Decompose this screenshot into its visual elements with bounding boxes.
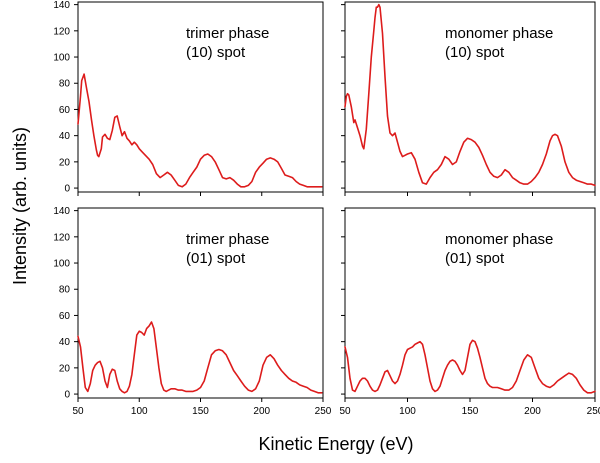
y-tick-label: 0 <box>64 390 70 401</box>
panel-label-line2: (01) spot <box>186 250 246 267</box>
x-tick-label: 50 <box>72 406 84 417</box>
y-tick-label: 20 <box>59 363 71 374</box>
panel-trimer-01: 0 20 40 60 80 100 120 140 50 100 150 200 250 trimer p… <box>53 206 331 417</box>
series-line-monomer-01 <box>344 339 596 394</box>
series-line-monomer-10 <box>344 3 596 187</box>
y-tick-label: 120 <box>53 232 70 243</box>
y-tick-label: 60 <box>59 105 71 116</box>
series-line-trimer-01 <box>77 321 323 394</box>
x-axis-title: Kinetic Energy (eV) <box>258 434 413 454</box>
y-tick-label: 140 <box>53 206 70 217</box>
panel-label-line1: trimer phase <box>186 231 269 248</box>
x-tick-label: 150 <box>192 406 209 417</box>
x-tick-label: 100 <box>399 406 416 417</box>
x-tick-label: 50 <box>339 406 351 417</box>
x-tick-label: 100 <box>131 406 148 417</box>
y-tick-label: 40 <box>59 131 71 142</box>
y-axis-title: Intensity (arb. units) <box>10 127 30 285</box>
x-tick-label: 200 <box>524 406 541 417</box>
y-tick-label: 100 <box>53 259 70 270</box>
x-tick-label: 150 <box>462 406 479 417</box>
panel-label-line1: monomer phase <box>445 25 553 42</box>
x-tick-label: 250 <box>315 406 332 417</box>
panel-label-line1: monomer phase <box>445 231 553 248</box>
panel-trimer-10: 0 20 40 60 80 100 120 140 trimer phase (10) spot <box>53 0 324 196</box>
y-tick-label: 100 <box>53 53 70 64</box>
panel-label-line2: (01) spot <box>445 250 505 267</box>
y-tick-label: 80 <box>59 285 71 296</box>
panel-label-line1: trimer phase <box>186 25 269 42</box>
x-tick-label: 200 <box>253 406 270 417</box>
y-tick-label: 60 <box>59 311 71 322</box>
panel-monomer-10: monomer phase (10) spot <box>341 1 596 196</box>
panel-label-line2: (10) spot <box>445 44 505 61</box>
y-tick-label: 20 <box>59 157 71 168</box>
series-line-trimer-10 <box>77 73 323 188</box>
y-tick-label: 0 <box>64 184 70 195</box>
y-tick-label: 40 <box>59 337 71 348</box>
panel-label-line2: (10) spot <box>186 44 246 61</box>
y-tick-label: 80 <box>59 79 71 90</box>
x-tick-label: 250 <box>587 406 600 417</box>
panel-monomer-01: 50 100 150 200 250 monomer phase (01) spot <box>339 207 600 417</box>
y-tick-label: 140 <box>53 0 70 11</box>
y-tick-label: 120 <box>53 26 70 37</box>
